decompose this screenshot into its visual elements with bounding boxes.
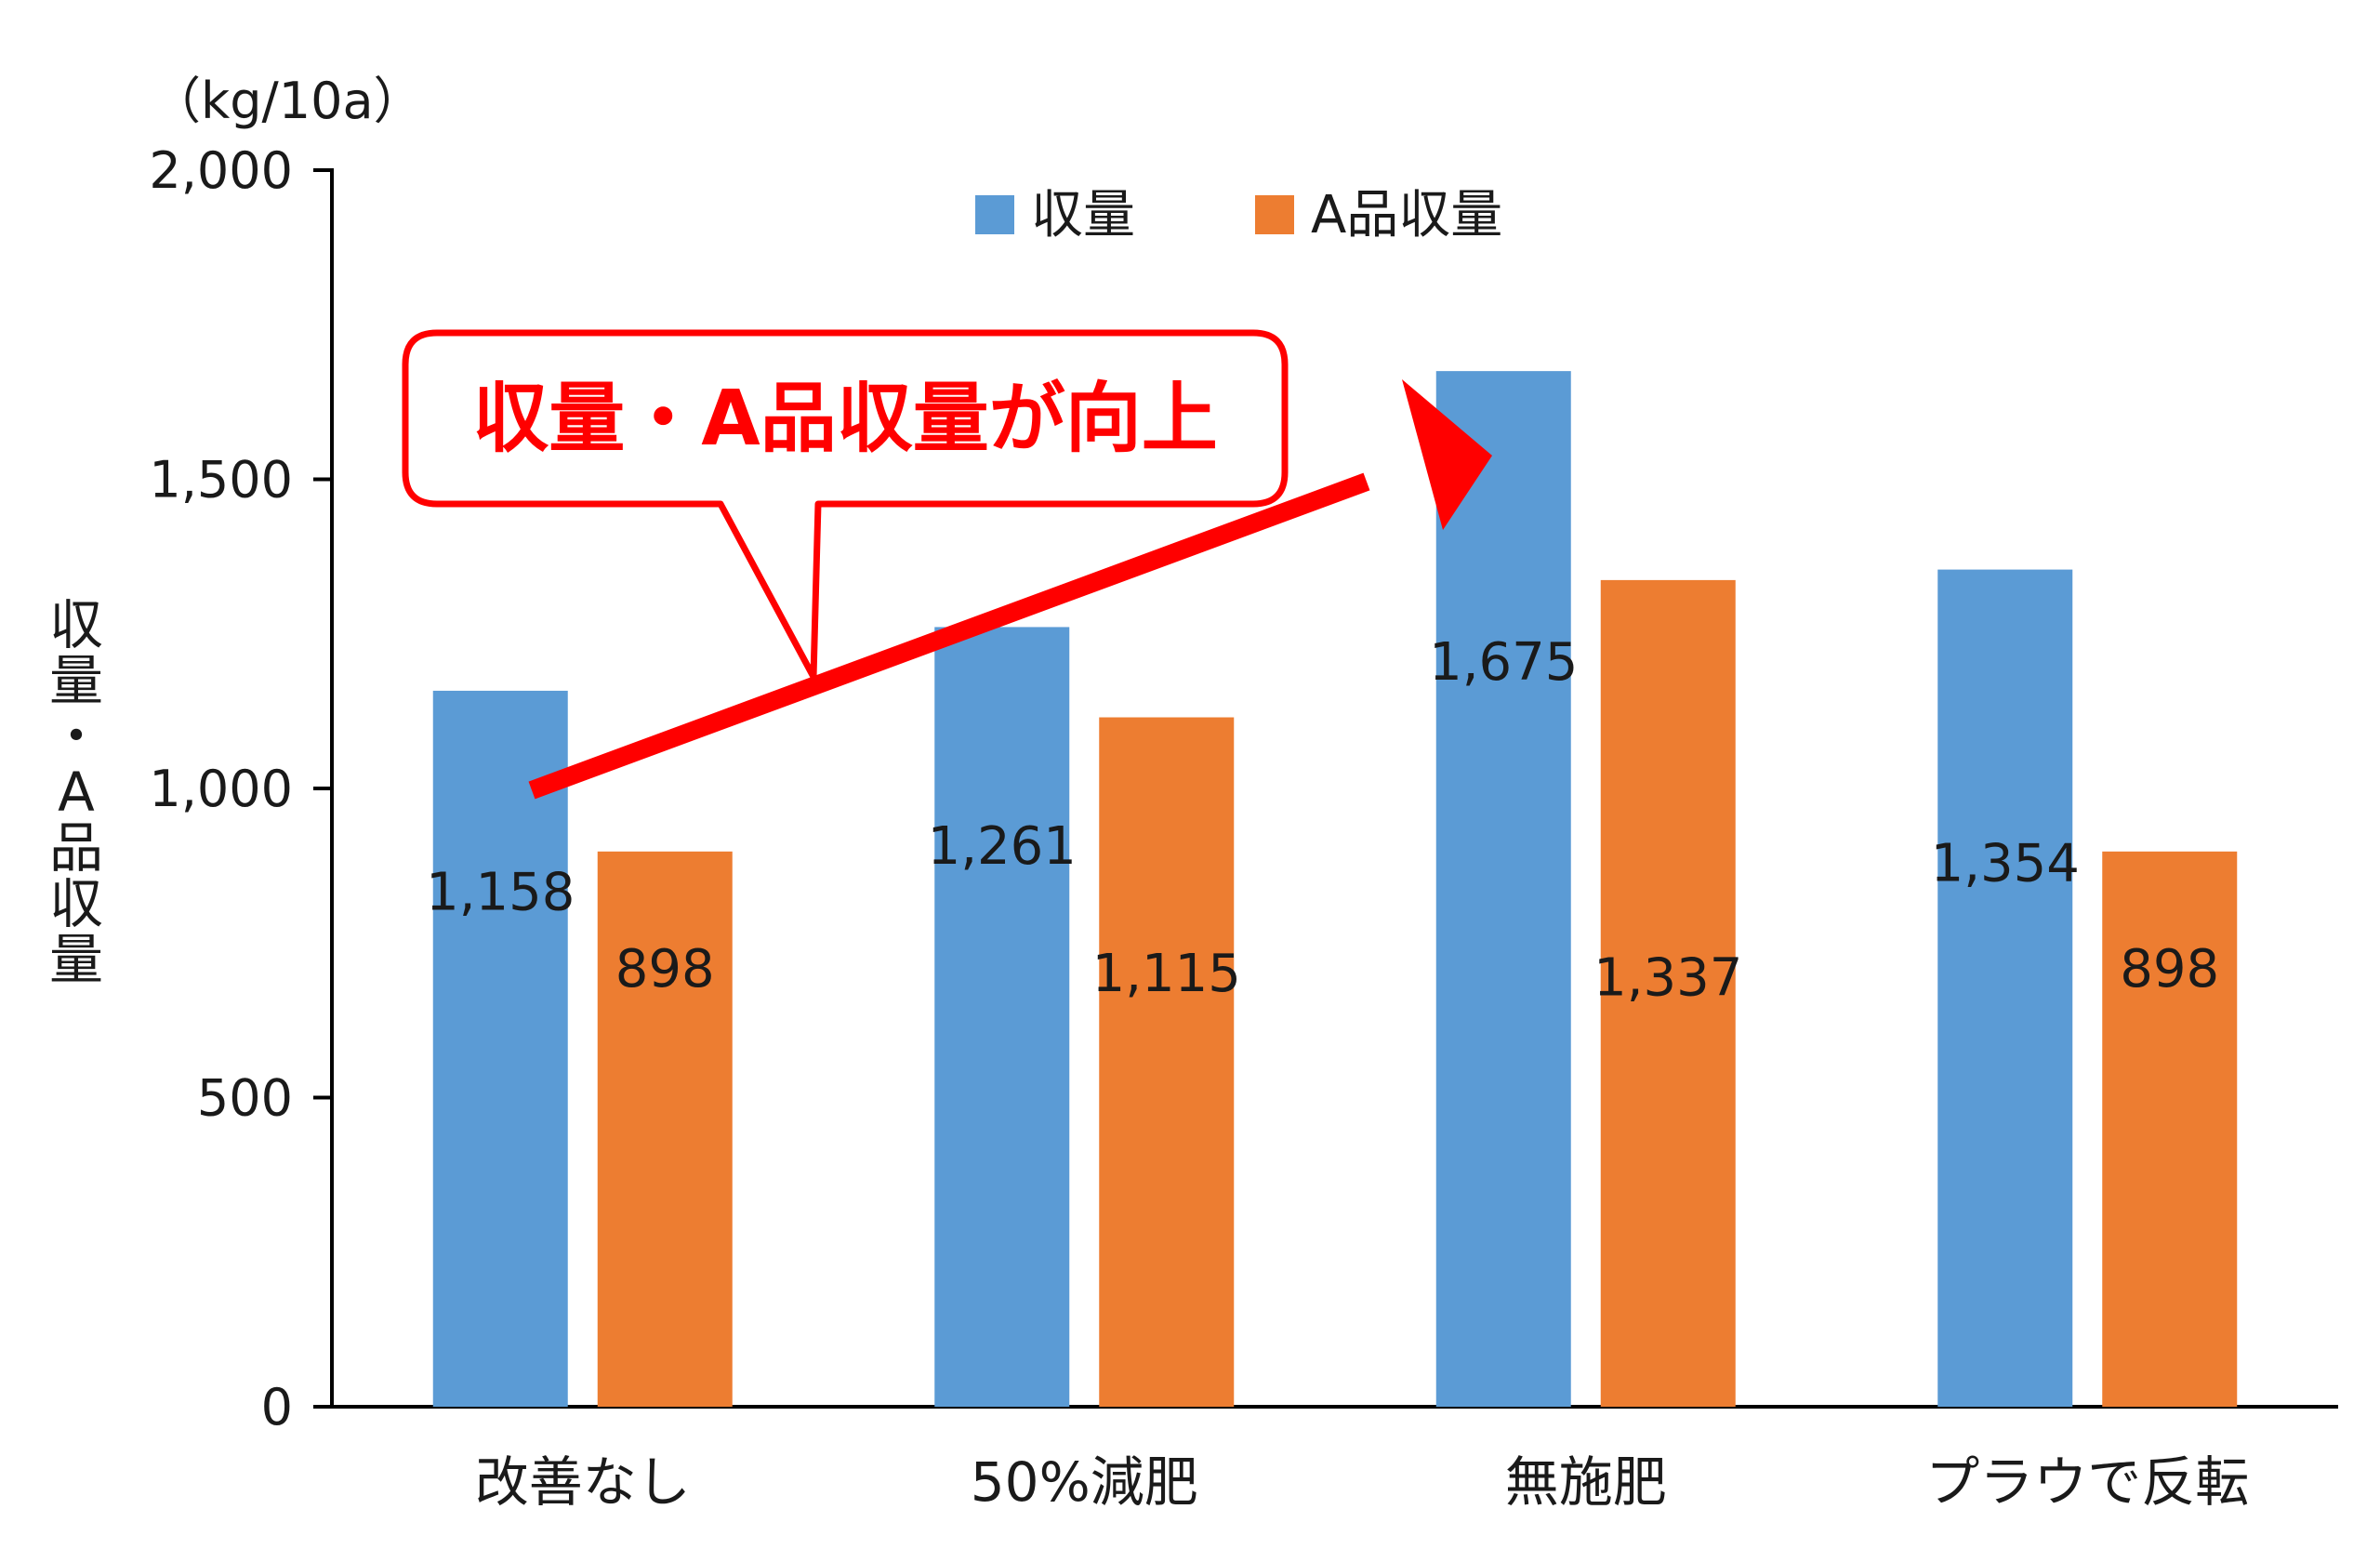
- data-label-a-grade-yield: 1,115: [1092, 944, 1241, 1004]
- legend-label: 収量: [1031, 185, 1135, 245]
- data-label-yield: 1,158: [426, 863, 575, 923]
- bar-yield: [432, 690, 568, 1407]
- data-label-a-grade-yield: 898: [615, 939, 715, 999]
- y-tick-label: 2,000: [149, 141, 293, 200]
- bar-a-grade-yield: [597, 851, 733, 1407]
- bar-a-grade-yield: [1099, 717, 1235, 1407]
- trend-arrowhead: [1402, 379, 1492, 530]
- data-label-yield: 1,675: [1429, 632, 1578, 693]
- legend-swatch: [1255, 195, 1294, 234]
- x-category-label: 無施肥: [1505, 1450, 1667, 1514]
- bar-yield: [1937, 569, 2073, 1407]
- y-axis-title-char: ・: [49, 705, 103, 768]
- bar-yield: [934, 627, 1070, 1407]
- trend-arrow: [528, 472, 1370, 800]
- y-tick-label: 0: [261, 1378, 293, 1436]
- data-label-yield: 1,354: [1931, 834, 2080, 894]
- data-label-yield: 1,261: [928, 816, 1077, 877]
- y-tick-label: 1,500: [149, 451, 293, 510]
- bar-a-grade-yield: [2102, 851, 2238, 1407]
- data-label-a-grade-yield: 898: [2120, 939, 2219, 999]
- y-axis-title-char: 量: [49, 928, 103, 991]
- y-axis-title-char: 量: [49, 649, 103, 712]
- annotation: 収量・A品収量が向上: [402, 329, 1492, 800]
- y-axis-title-char: 品: [49, 816, 103, 880]
- y-tick-label: 500: [197, 1069, 293, 1128]
- callout-text: 収量・A品収量が向上: [472, 375, 1217, 463]
- data-label-a-grade-yield: 1,337: [1593, 948, 1742, 1009]
- y-axis-title-char: 収: [49, 593, 103, 656]
- callout-bubble: [402, 329, 1289, 681]
- y-axis-title-char: 収: [49, 872, 103, 935]
- bar-a-grade-yield: [1600, 579, 1736, 1407]
- bars: [432, 371, 2238, 1407]
- bar-yield: [1435, 371, 1571, 1407]
- x-category-label: 50%減肥: [971, 1450, 1198, 1514]
- legend-swatch: [975, 195, 1014, 234]
- legend-label: A品収量: [1311, 185, 1502, 245]
- data-labels: 1,158 898 1,261 1,115 1,675 1,337 1,354 898: [426, 632, 2219, 1009]
- legend: 収量 A品収量: [975, 185, 1502, 245]
- x-category-label: プラウで反転: [1925, 1450, 2249, 1514]
- x-category-label: 改善なし: [475, 1450, 691, 1514]
- y-unit-label: （kg/10a）: [151, 72, 424, 130]
- y-axis-title-char: A: [58, 761, 95, 824]
- y-tick-label: 1,000: [149, 760, 293, 818]
